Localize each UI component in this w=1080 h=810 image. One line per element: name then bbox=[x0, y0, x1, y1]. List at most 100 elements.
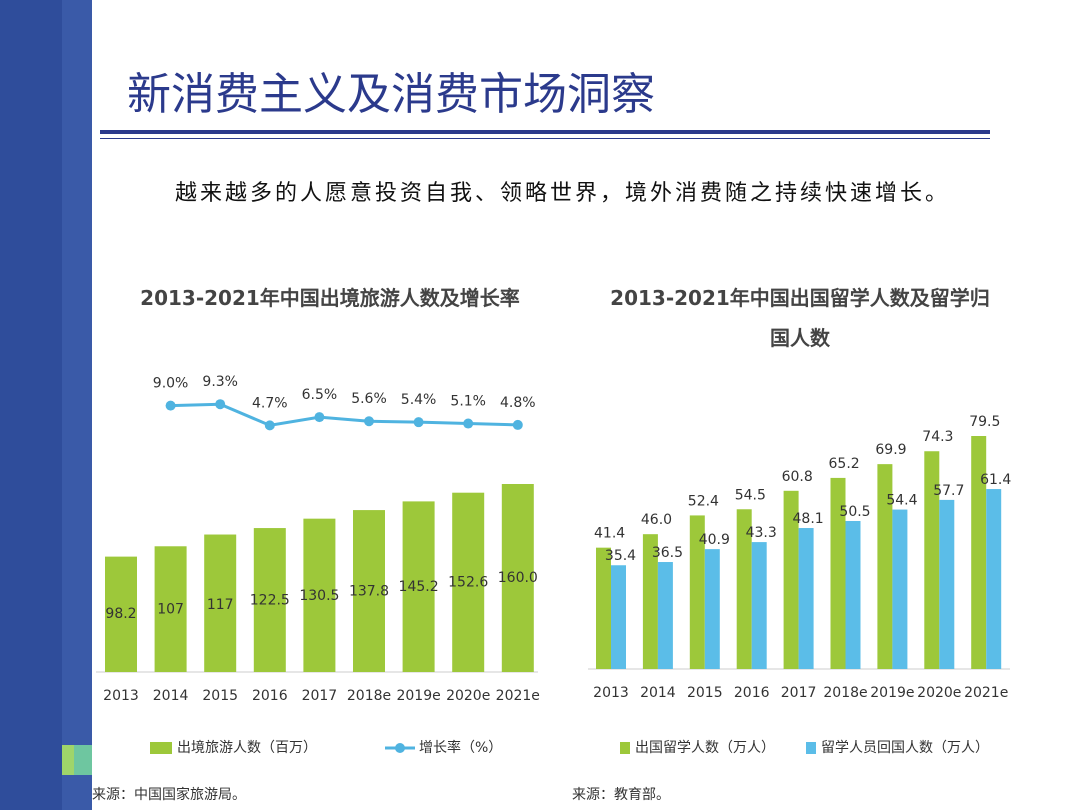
x-tick-label: 2021e bbox=[964, 685, 1008, 701]
data-label: 57.7 bbox=[933, 483, 964, 499]
bar bbox=[751, 542, 767, 669]
data-label: 152.6 bbox=[448, 575, 488, 591]
bar bbox=[611, 565, 626, 669]
data-label: 48.1 bbox=[793, 511, 824, 527]
x-tick-label: 2018e bbox=[347, 688, 391, 704]
legend-swatch bbox=[150, 742, 172, 754]
point bbox=[215, 399, 226, 410]
bar bbox=[657, 562, 673, 669]
x-tick-label: 2021e bbox=[496, 688, 540, 704]
point bbox=[364, 416, 374, 427]
rule bbox=[100, 130, 990, 134]
slide-subtitle: 越来越多的人愿意投资自我、领略世界，境外消费随之持续快速增长。 bbox=[175, 181, 951, 206]
data-label: 35.4 bbox=[605, 548, 636, 564]
data-label: 4.7% bbox=[252, 395, 288, 411]
legend-label: 出国留学人数（万人） bbox=[635, 740, 775, 756]
point bbox=[463, 418, 474, 429]
point bbox=[264, 420, 275, 431]
bar bbox=[939, 499, 955, 669]
point bbox=[165, 400, 176, 411]
bar bbox=[971, 436, 987, 669]
data-label: 69.9 bbox=[875, 442, 906, 458]
data-label: 160.0 bbox=[498, 570, 538, 586]
bar bbox=[798, 528, 814, 669]
x-tick-label: 2020e bbox=[917, 685, 961, 701]
bar bbox=[830, 477, 846, 669]
rule bbox=[100, 138, 990, 139]
data-label: 52.4 bbox=[688, 493, 719, 509]
bar bbox=[892, 509, 908, 669]
x-tick-label: 2014 bbox=[640, 685, 676, 701]
data-label: 36.5 bbox=[652, 545, 683, 561]
data-label: 74.3 bbox=[922, 429, 953, 445]
bar bbox=[704, 549, 720, 669]
x-tick-label: 2016 bbox=[252, 688, 288, 704]
point bbox=[314, 412, 325, 423]
legend-label: 出境旅游人数（百万） bbox=[177, 740, 317, 756]
bar bbox=[253, 528, 286, 672]
data-label: 54.5 bbox=[735, 487, 766, 503]
data-label: 79.5 bbox=[969, 414, 1000, 430]
bar bbox=[596, 547, 611, 669]
x-tick-label: 2017 bbox=[302, 688, 338, 704]
data-label: 60.8 bbox=[782, 469, 813, 485]
data-label: 46.0 bbox=[641, 512, 672, 528]
bar bbox=[402, 501, 435, 672]
bar bbox=[986, 489, 1002, 669]
line bbox=[170, 402, 518, 427]
legend-swatch bbox=[806, 742, 816, 754]
data-label: 65.2 bbox=[829, 456, 860, 472]
source-note: 来源：教育部。 bbox=[572, 787, 670, 803]
point bbox=[413, 417, 424, 428]
data-label: 6.5% bbox=[302, 387, 338, 403]
bar bbox=[204, 534, 237, 672]
legend-label: 增长率（%） bbox=[419, 739, 502, 756]
chart-title: 2013-2021年中国出境旅游人数及增长率 bbox=[140, 286, 520, 310]
bar bbox=[501, 484, 534, 672]
bar bbox=[353, 510, 385, 672]
point bbox=[512, 419, 523, 430]
legend-swatch bbox=[620, 742, 630, 754]
data-label: 117 bbox=[207, 597, 234, 613]
x-tick-label: 2020e bbox=[446, 688, 490, 704]
x-tick-label: 2018e bbox=[823, 685, 867, 701]
x-tick-label: 2019e bbox=[870, 685, 914, 701]
bar bbox=[105, 556, 137, 672]
bar bbox=[452, 492, 485, 672]
decor-block bbox=[62, 745, 74, 775]
data-label: 107 bbox=[157, 602, 184, 618]
source-note: 来源：中国国家旅游局。 bbox=[92, 786, 246, 803]
x-tick-label: 2014 bbox=[153, 688, 189, 704]
data-label: 61.4 bbox=[980, 472, 1011, 488]
data-label: 9.0% bbox=[153, 376, 189, 392]
bar bbox=[303, 518, 336, 672]
data-label: 5.1% bbox=[450, 394, 486, 410]
data-label: 137.8 bbox=[349, 584, 389, 600]
data-label: 54.4 bbox=[886, 493, 917, 509]
x-tick-label: 2019e bbox=[396, 688, 440, 704]
data-label: 145.2 bbox=[399, 579, 439, 595]
x-tick-label: 2016 bbox=[734, 685, 770, 701]
bar bbox=[154, 546, 187, 672]
chart-title: 2013-2021年中国出国留学人数及留学归国人数 bbox=[610, 286, 990, 350]
x-tick-label: 2017 bbox=[781, 685, 817, 701]
legend-point bbox=[395, 743, 405, 753]
x-tick-label: 2013 bbox=[593, 685, 629, 701]
bar bbox=[924, 451, 940, 669]
data-label: 122.5 bbox=[250, 593, 290, 609]
bar bbox=[877, 464, 893, 669]
bar bbox=[783, 490, 799, 669]
data-label: 9.3% bbox=[202, 374, 238, 390]
x-tick-label: 2015 bbox=[687, 685, 723, 701]
x-tick-label: 2013 bbox=[103, 688, 139, 704]
slide-title: 新消费主义及消费市场洞察 bbox=[127, 69, 655, 120]
data-label: 50.5 bbox=[839, 504, 870, 520]
data-label: 130.5 bbox=[299, 588, 339, 604]
bar bbox=[736, 509, 752, 669]
data-label: 5.6% bbox=[351, 391, 387, 407]
data-label: 40.9 bbox=[699, 532, 730, 548]
data-label: 4.8% bbox=[500, 395, 536, 411]
legend-label: 留学人员回国人数（万人） bbox=[821, 740, 989, 756]
